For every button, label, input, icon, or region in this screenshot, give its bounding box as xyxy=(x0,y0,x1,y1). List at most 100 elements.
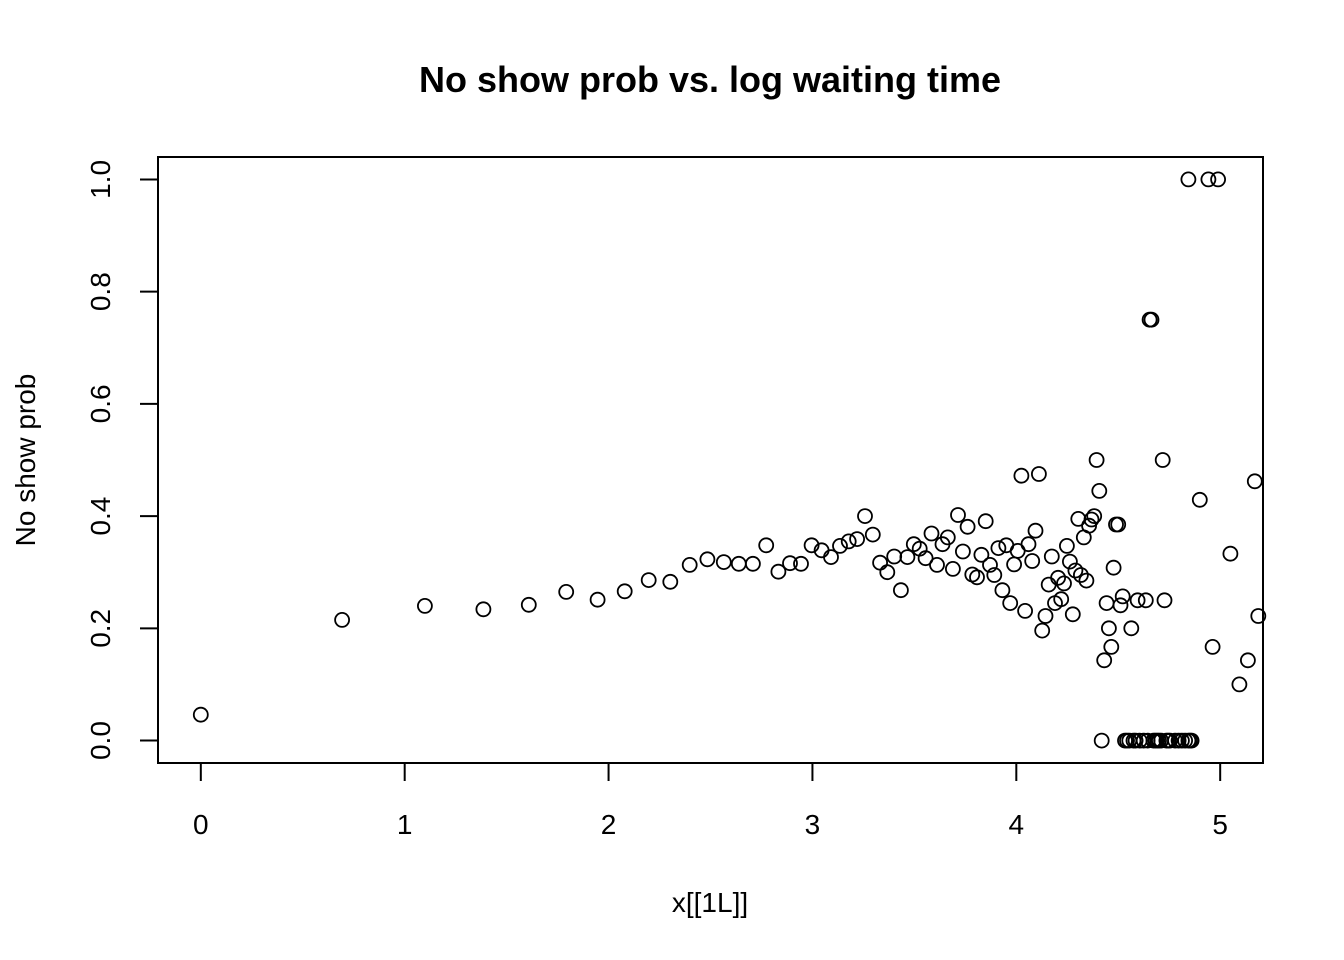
data-point xyxy=(1002,595,1019,611)
data-point xyxy=(1110,516,1127,533)
y-tick-label: 0.6 xyxy=(85,384,116,423)
data-point xyxy=(681,557,698,573)
data-point xyxy=(923,525,940,542)
data-point xyxy=(1191,491,1208,508)
data-point xyxy=(1093,732,1110,749)
data-point xyxy=(977,513,994,530)
data-point xyxy=(662,573,679,590)
data-point xyxy=(1013,467,1030,484)
data-point xyxy=(973,546,990,563)
data-point xyxy=(1053,591,1070,608)
data-point xyxy=(1156,592,1173,609)
data-point xyxy=(990,540,1007,556)
data-point xyxy=(1050,569,1066,586)
x-tick-label: 0 xyxy=(193,809,209,840)
data-point xyxy=(823,549,839,565)
y-tick-label: 0.4 xyxy=(85,497,116,536)
data-point xyxy=(917,550,934,567)
data-point xyxy=(715,554,732,570)
plot-frame xyxy=(157,156,1264,764)
chart-title: No show prob vs. log waiting time xyxy=(419,59,1001,100)
data-point xyxy=(945,561,961,577)
data-point xyxy=(1114,588,1131,605)
data-point xyxy=(1123,620,1140,637)
data-point xyxy=(1073,567,1089,583)
x-tick-label: 1 xyxy=(397,809,413,840)
data-point xyxy=(1083,511,1100,528)
data-point xyxy=(1246,473,1263,490)
data-point xyxy=(1067,562,1084,579)
data-point xyxy=(1112,597,1129,614)
data-point xyxy=(1096,652,1113,669)
data-point xyxy=(1103,639,1120,655)
data-point xyxy=(879,564,896,581)
data-point xyxy=(959,518,976,535)
data-point xyxy=(1086,508,1103,524)
data-point xyxy=(1231,676,1248,693)
data-point xyxy=(589,591,606,608)
data-point xyxy=(969,569,985,586)
data-point xyxy=(1064,606,1081,623)
data-point xyxy=(899,549,916,565)
data-point xyxy=(1129,592,1146,609)
data-point xyxy=(1210,171,1226,188)
x-tick-label: 3 xyxy=(805,809,821,840)
data-point xyxy=(1105,559,1122,576)
data-point xyxy=(1180,171,1197,188)
data-point xyxy=(857,508,873,524)
data-point xyxy=(929,557,945,573)
data-point xyxy=(849,531,865,547)
data-point xyxy=(1091,482,1108,499)
data-point xyxy=(334,612,351,628)
data-point xyxy=(1024,553,1041,569)
data-point xyxy=(1183,732,1200,749)
data-point xyxy=(1062,553,1078,570)
data-point xyxy=(1154,452,1171,468)
data-point xyxy=(832,538,848,554)
data-point xyxy=(1162,732,1178,749)
x-axis-label: x[[1L]] xyxy=(672,887,748,918)
data-point xyxy=(1240,652,1256,669)
data-point xyxy=(730,555,747,572)
data-point xyxy=(1027,522,1044,539)
data-point xyxy=(955,543,971,560)
data-point xyxy=(1143,311,1160,328)
data-point xyxy=(1006,556,1022,573)
data-point xyxy=(1098,595,1115,611)
data-point xyxy=(416,598,433,614)
data-point xyxy=(840,533,857,550)
data-point xyxy=(782,555,798,572)
x-tick-label: 2 xyxy=(601,809,617,840)
data-point xyxy=(803,537,820,554)
x-tick-label: 5 xyxy=(1212,809,1228,840)
data-point xyxy=(1059,538,1075,554)
y-tick-label: 0.2 xyxy=(85,609,116,648)
data-point xyxy=(1127,732,1144,749)
y-axis-label: No show prob xyxy=(10,374,41,547)
data-point xyxy=(1040,576,1057,593)
data-point xyxy=(1250,608,1267,624)
data-point xyxy=(872,554,888,571)
data-point xyxy=(770,563,787,580)
data-point xyxy=(1200,171,1217,188)
data-point xyxy=(1056,575,1072,592)
y-axis: 0.0 0.2 0.4 0.6 0.8 1.0 xyxy=(85,160,158,760)
y-tick-label: 1.0 xyxy=(85,160,116,199)
data-point xyxy=(192,706,209,723)
data-point xyxy=(939,529,956,546)
data-point xyxy=(1034,622,1051,639)
data-point xyxy=(886,548,903,565)
x-axis: 0 1 2 3 4 5 xyxy=(193,762,1228,840)
data-point xyxy=(982,557,998,573)
data-point xyxy=(986,567,1003,583)
data-point xyxy=(520,596,537,613)
data-point xyxy=(1222,545,1239,562)
data-point xyxy=(1020,536,1037,553)
data-point xyxy=(1101,620,1117,637)
data-point xyxy=(1017,603,1033,619)
data-point xyxy=(950,507,966,523)
data-point xyxy=(558,584,575,600)
data-point xyxy=(1078,572,1095,589)
data-point xyxy=(893,582,909,599)
